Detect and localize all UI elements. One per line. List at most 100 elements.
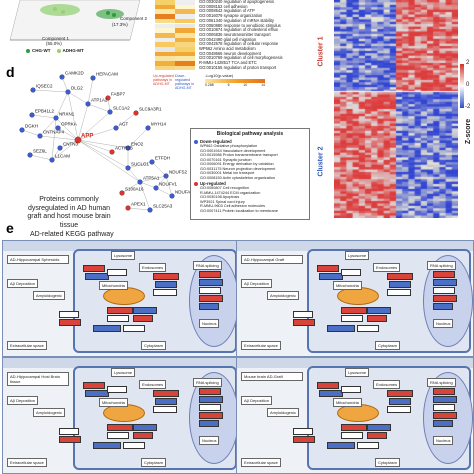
zscore-tick-mid: 0 [466,82,470,88]
go-heat-cell [155,42,175,47]
bio-pathway-item: GO:0030001 Metal ion transport [200,171,255,175]
network-node-dot [74,136,82,144]
network-edge [77,139,129,149]
go-heat-cell [175,61,195,66]
kegg-extracellular: Extracellular space [7,341,47,350]
go-heat-cell [155,23,175,29]
kegg-gene-box [83,265,105,272]
go-heat-cell [175,18,195,24]
network-node-label: S100A16 [125,187,144,192]
kegg-gene-box [59,428,79,435]
kegg-gene-box [433,420,453,427]
go-heat-cell [155,61,175,66]
pca-panel: Component 1 (55.0%) (17.3%) Component 2 … [0,0,150,58]
go-term: GO:0061340 regulation of mRNA stability [199,17,274,23]
network-node-label: L1CAM [55,154,70,159]
network-edge [155,175,167,189]
network-node: ETFDH [149,156,170,165]
kegg-gene-box [367,424,391,431]
kegg-gene-box [107,307,133,314]
kegg-nucleus-label: Nucleus [199,436,220,445]
network-node-label: ETFDH [155,156,170,161]
network-node-label: CNTNAP4 [43,130,65,135]
go-term: GO:0042578 regulation of cellular respon… [199,41,279,47]
bio-section-heading: Down-regulated [194,139,306,144]
kegg-gene-box [133,307,157,314]
kegg-gene-box [357,442,379,449]
network-node: HEPACAM [90,72,118,81]
network-node-label: OPRKA [61,122,77,127]
kegg-cytoplasm: Cytoplasm [375,341,400,350]
go-heat-cell [175,28,195,33]
bio-pathway-item: GO:0001944 Vasculature development [200,148,266,153]
kegg-gene-box [199,420,219,427]
network-node-dot [105,95,111,101]
network-node-label: ATP1A2 [91,98,108,103]
network-node-label: DLG2 [71,86,83,91]
network-node-label: ACTR3B [115,146,133,151]
kegg-gene-box [389,398,411,405]
go-heat-cell [175,37,195,43]
kegg-gene-box [199,388,221,395]
network-edge [32,89,69,93]
network-node-dot [169,193,175,199]
network-node-dot [57,145,63,151]
network-edge [87,77,94,105]
kegg-region-label: AD-Hippocampal Graft [241,255,303,264]
network-edge [127,127,149,149]
kegg-endosomes: Endosomes [373,380,401,389]
pca-zlabel: Component 2 [120,16,148,21]
network-edge [77,139,129,169]
kegg-gene-box [433,412,457,419]
kegg-lysosome: Lysosome [345,251,370,260]
network-node: SUCLG1 [125,162,150,171]
kegg-mitochondria: Mitochondria [99,398,128,407]
network-node: CNTN3 [57,142,78,151]
kegg-lysosome: Lysosome [345,368,370,377]
kegg-gene-box [199,295,223,302]
network-node-label: MYH14 [151,122,167,127]
bio-pathway-title: Biological pathway analysis [216,131,284,137]
kegg-gene-box [83,382,105,389]
go-heat-cell [175,9,195,15]
kegg-cytoplasm: Cytoplasm [141,458,166,467]
network-edge [29,154,53,161]
kegg-gene-box [199,303,219,310]
network-node-dot [153,185,159,191]
network-node-dot [19,127,25,133]
network-node: SEZ6L [27,149,47,158]
go-heat-cell [175,42,195,47]
network-node-label: AGT [119,122,129,127]
kegg-gene-box [327,325,355,332]
network-node-label: HEPACAM [96,72,118,77]
kegg-ab-deposition: Aβ Deposition [241,279,272,288]
network-node-dot [27,152,33,158]
kegg-gene-box [317,382,339,389]
kegg-gene-box [341,315,363,322]
bio-pathway-item: GO:0031175 Neuron projection development [200,166,276,171]
kegg-gene-box [433,295,457,302]
kegg-mitochondria: Mitochondria [333,398,362,407]
network-node-dot [137,179,143,185]
kegg-gene-box [123,442,145,449]
kegg-amyloidogenic: Amyloidogenic [267,291,300,300]
cluster-heatmap [334,0,458,218]
kegg-gene-box [341,424,367,431]
network-node: NDUFA4 [169,190,193,199]
bio-pathway-item: GO:0030198 Apoptosis [200,195,240,199]
cluster-2-label: Cluster 2 [317,146,325,177]
go-heat-cell [175,32,195,38]
go-col-up: Up-regulated pathways in ADHG-MT [153,74,174,86]
network-node: MYH14 [145,122,167,131]
kegg-gene-box [133,432,153,439]
network-node: NDUFS2 [163,170,187,179]
bio-pathway-item: GO:0008150 Actin cytoskeleton organizati… [200,175,275,180]
kegg-nucleus-label: Nucleus [199,319,220,328]
network-node: DGKH [19,124,38,133]
kegg-nucleus-label: Nucleus [433,436,454,445]
kegg-gene-box [387,390,413,397]
network-node-dot [163,173,169,179]
legend-chg-wt: CHG-WT [26,48,51,53]
kegg-region-label: Mouse brain AD-Graft [241,372,303,381]
network-node-label: SEZ6L [33,149,47,154]
